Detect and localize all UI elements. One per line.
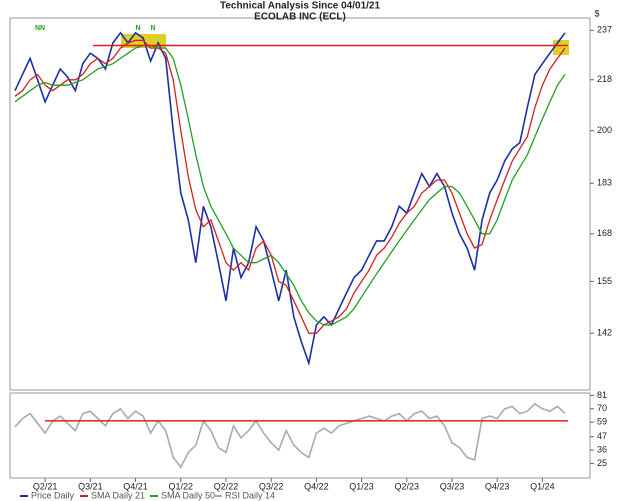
- chart-subtitle: ECOLAB INC (ECL): [254, 12, 346, 23]
- series-line: [14, 39, 566, 334]
- series-line: [14, 44, 566, 326]
- y-tick-label: 36: [597, 444, 607, 454]
- y-tick-label: 81: [597, 390, 607, 400]
- x-tick-label: Q3/22: [259, 481, 284, 491]
- chart-title: Technical Analysis Since 04/01/21: [220, 1, 381, 12]
- legend-label: Price Daily: [31, 490, 75, 500]
- legend-label: SMA Daily 50: [161, 490, 215, 500]
- y-tick-label: 47: [597, 431, 607, 441]
- rsi-frame: [9, 392, 591, 479]
- x-tick-label: Q2/23: [395, 481, 420, 491]
- y-unit: $: [594, 8, 599, 18]
- y-tick-label: 25: [597, 458, 607, 468]
- y-tick-label: 70: [597, 403, 607, 413]
- series-line: [14, 31, 566, 367]
- x-tick-label: Q2/22: [214, 481, 239, 491]
- pattern-annotation: N: [150, 25, 155, 32]
- y-tick-label: 168: [597, 228, 612, 238]
- y-tick-label: 200: [597, 125, 612, 135]
- series-line: [14, 402, 566, 469]
- y-tick-label: 237: [597, 25, 612, 35]
- pattern-annotation: NN: [35, 25, 45, 32]
- legend-label: RSI Daily 14: [225, 490, 275, 500]
- x-tick-label: Q4/23: [485, 481, 510, 491]
- price-frame: [9, 17, 591, 391]
- y-tick-label: 155: [597, 276, 612, 286]
- pattern-annotation: N: [135, 25, 140, 32]
- legend-label: SMA Daily 21: [91, 490, 145, 500]
- x-tick-label: Q3/23: [440, 481, 465, 491]
- y-tick-label: 218: [597, 74, 612, 84]
- x-tick-label: Q4/22: [304, 481, 329, 491]
- y-tick-label: 183: [597, 178, 612, 188]
- y-tick-label: 142: [597, 328, 612, 338]
- x-tick-label: Q4/21: [123, 481, 148, 491]
- x-tick-label: Q2/21: [33, 481, 58, 491]
- x-tick-label: Q1/24: [530, 481, 555, 491]
- y-tick-label: 59: [597, 417, 607, 427]
- x-tick-label: Q1/23: [349, 481, 374, 491]
- x-tick-label: Q3/21: [78, 481, 103, 491]
- x-tick-label: Q1/22: [168, 481, 193, 491]
